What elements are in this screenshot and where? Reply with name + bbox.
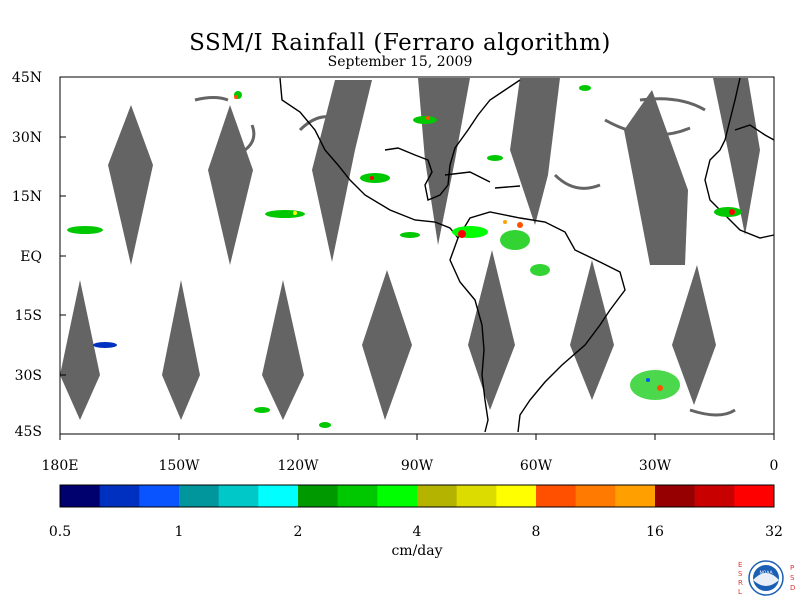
lat-label: 15S <box>15 308 42 324</box>
colorbar-swatch <box>99 485 140 507</box>
colorbar-border <box>59 484 775 508</box>
colorbar-tick-label: 32 <box>765 524 783 540</box>
rain-patches <box>67 85 742 428</box>
colorbar-swatch <box>298 485 339 507</box>
lon-label: 0 <box>770 458 779 474</box>
lon-label: 90W <box>401 458 434 474</box>
logo-letter: D <box>790 584 795 592</box>
logo-letter: L <box>738 588 742 596</box>
logo-letter: P <box>790 564 794 572</box>
coastlines <box>279 77 775 433</box>
swath-gap <box>208 105 253 265</box>
colorbar-swatch <box>377 485 418 507</box>
colorbar-tick-label: 16 <box>646 524 664 540</box>
logo-letter: R <box>738 579 743 587</box>
colorbar-swatch <box>655 485 696 507</box>
colorbar-swatch <box>179 485 220 507</box>
colorbar-swatch <box>694 485 735 507</box>
noaa-logo: E S R L NOAA P S D <box>738 560 795 596</box>
colorbar-ticks: 0.5 1 2 4 8 16 32 cm/day <box>49 524 783 559</box>
colorbar-swatch <box>417 485 458 507</box>
map-subtitle: September 15, 2009 <box>327 54 473 70</box>
swath-gap <box>362 270 412 420</box>
logo-letter: S <box>738 570 743 578</box>
logo-letter: S <box>790 574 795 582</box>
lat-label: 30N <box>12 130 42 146</box>
logo-center: NOAA <box>759 570 773 576</box>
map-panel <box>59 76 775 435</box>
lon-label: 180E <box>42 458 79 474</box>
map-title: SSM/I Rainfall (Ferraro algorithm) <box>189 30 611 56</box>
colorbar-swatch <box>60 485 101 507</box>
lon-label: 150W <box>158 458 200 474</box>
longitude-axis: 180E 150W 120W 90W 60W 30W 0 <box>42 434 779 474</box>
swath-gap <box>108 105 153 265</box>
swath-gap <box>713 78 760 235</box>
lat-label: 15N <box>12 189 42 205</box>
swath-gap <box>60 280 100 420</box>
lat-label: EQ <box>20 249 42 265</box>
colorbar-swatch <box>139 485 180 507</box>
colorbar-tick-label: 2 <box>294 524 303 540</box>
lon-label: 120W <box>277 458 319 474</box>
swath-arcs <box>194 96 736 417</box>
swath-gap <box>672 265 716 405</box>
swath-gap <box>162 280 200 420</box>
colorbar-swatch <box>218 485 259 507</box>
swath-gap <box>262 280 304 420</box>
colorbar-swatch <box>258 485 299 507</box>
colorbar-tick-label: 0.5 <box>49 524 71 540</box>
colorbar-swatch <box>456 485 497 507</box>
colorbar-swatch <box>575 485 616 507</box>
latitude-axis: 45N 30N 15N EQ 15S 30S 45S <box>12 70 66 440</box>
swath-gap <box>510 78 560 225</box>
colorbar-swatch <box>496 485 537 507</box>
colorbar-tick-label: 8 <box>532 524 541 540</box>
colorbar-swatch <box>337 485 378 507</box>
swath-gap <box>468 250 515 410</box>
lat-label: 45N <box>12 70 42 86</box>
colorbar-unit-label: cm/day <box>391 543 442 559</box>
lat-label: 30S <box>15 368 42 384</box>
lon-label: 60W <box>520 458 553 474</box>
colorbar-swatch <box>734 485 775 507</box>
lat-label: 45S <box>15 424 42 440</box>
colorbar <box>59 484 775 508</box>
colorbar-tick-label: 1 <box>175 524 184 540</box>
colorbar-swatch <box>615 485 656 507</box>
logo-letter: E <box>738 561 742 569</box>
lon-label: 30W <box>639 458 672 474</box>
colorbar-swatch <box>536 485 577 507</box>
colorbar-tick-label: 4 <box>413 524 422 540</box>
swath-gap <box>570 260 614 400</box>
